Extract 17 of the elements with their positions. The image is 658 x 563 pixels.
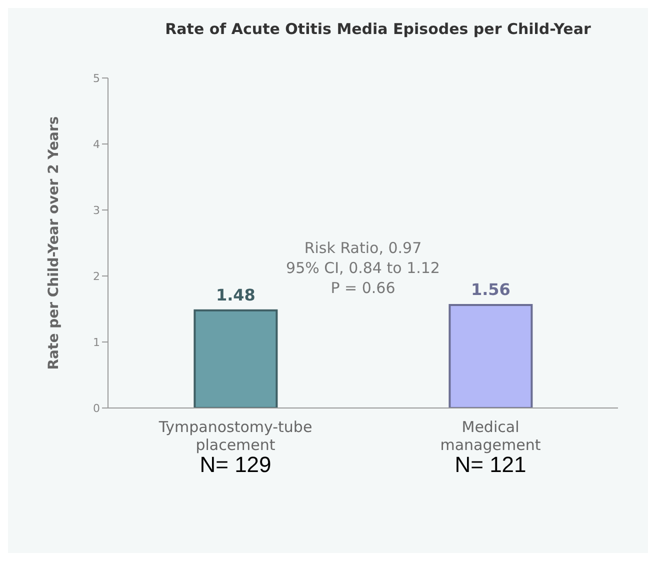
y-tick-label: 2 bbox=[93, 270, 100, 283]
y-tick-label: 0 bbox=[93, 402, 100, 415]
text: N= 129 bbox=[200, 452, 272, 477]
y-axis-title: Rate per Child-Year over 2 Years bbox=[46, 116, 62, 370]
y-tick-label: 5 bbox=[93, 72, 100, 85]
x-tick-label: Medical management bbox=[440, 418, 541, 454]
data-label: 1.48 bbox=[216, 285, 256, 304]
data-label: 1.56 bbox=[470, 280, 510, 300]
text: N= 121 bbox=[454, 452, 526, 477]
y-tick-label: 4 bbox=[93, 138, 100, 151]
annotation: Risk Ratio, 0.97 bbox=[303, 238, 423, 258]
annotation: 95% CI, 0.84 to 1.12 bbox=[285, 258, 441, 278]
chart-title: Rate of Acute Otitis Media Episodes per Child-Year bbox=[164, 20, 592, 38]
y-tick-label: 3 bbox=[93, 204, 100, 217]
annotation: P = 0.66 bbox=[330, 278, 396, 297]
x-tick-label: Tympanostomy-tube placement bbox=[158, 418, 312, 454]
y-tick-label: 1 bbox=[93, 336, 100, 349]
